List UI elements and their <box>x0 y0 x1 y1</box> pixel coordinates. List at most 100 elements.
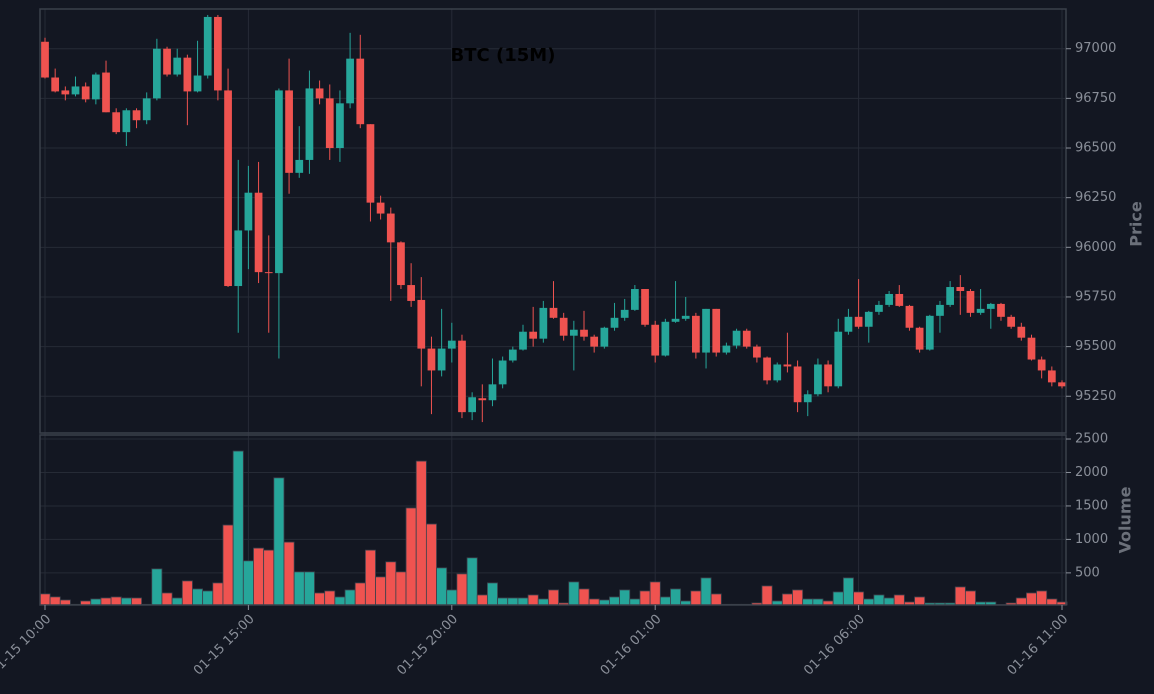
y-tick-label: 95500 <box>1075 339 1116 354</box>
candle-body <box>854 316 863 327</box>
candle-body <box>651 324 660 356</box>
candle-body <box>417 299 426 349</box>
y-tick-label: 1500 <box>1075 498 1108 513</box>
volume-bar <box>527 594 539 606</box>
volume-bar <box>578 588 590 606</box>
candle-body <box>102 72 110 113</box>
volume-bar <box>710 593 722 606</box>
candle-body <box>61 90 70 95</box>
candle-body <box>519 331 527 350</box>
volume-bar <box>303 571 315 606</box>
candle-body <box>814 364 822 395</box>
volume-bar <box>131 597 143 606</box>
candle-body <box>1037 359 1046 371</box>
candle-body <box>386 213 395 243</box>
candle-body <box>539 307 548 339</box>
volume-bar <box>436 567 448 606</box>
candle-body <box>1047 370 1056 383</box>
candle-body <box>692 315 700 353</box>
candle-body <box>264 272 273 274</box>
volume-bar <box>649 581 661 606</box>
volume-bar <box>222 524 234 606</box>
candle-body <box>986 303 995 309</box>
candle-body <box>315 88 324 99</box>
candle-body <box>702 308 710 353</box>
volume-bar <box>232 450 244 606</box>
candle-body <box>81 86 90 100</box>
volume-bar <box>375 576 387 606</box>
volume-bar <box>883 597 895 606</box>
volume-bar <box>151 568 163 606</box>
candle-body <box>834 331 843 387</box>
candle-body <box>254 192 263 273</box>
candle-body <box>824 364 832 387</box>
candle-body <box>295 159 304 173</box>
volume-bar <box>476 594 488 606</box>
candle-body <box>966 291 975 313</box>
candle-body <box>925 315 934 350</box>
candle-body <box>193 75 202 92</box>
candle-body <box>875 304 883 312</box>
volume-bar <box>415 460 427 606</box>
candle-body <box>91 74 100 100</box>
candle-body <box>569 329 578 336</box>
candle-body <box>976 308 985 313</box>
volume-bar <box>90 598 102 606</box>
volume-bar <box>609 596 621 606</box>
candle-body <box>549 307 558 318</box>
candle-body <box>51 77 60 92</box>
volume-bar <box>598 599 610 606</box>
candle-body <box>183 57 192 92</box>
volume-bar <box>192 588 204 606</box>
y-axis-label: Price <box>1127 201 1146 247</box>
y-tick-label: 2000 <box>1075 465 1108 480</box>
candle-body <box>366 124 375 203</box>
volume-bar <box>863 598 875 606</box>
candle-body <box>41 41 49 78</box>
candle-body <box>559 317 568 336</box>
volume-bar <box>212 582 224 606</box>
volume-bar <box>853 591 865 606</box>
candle-body <box>142 98 151 121</box>
volume-bar <box>873 594 885 606</box>
volume-bar <box>364 549 376 606</box>
volume-bar <box>1046 598 1058 606</box>
volume-bar <box>161 592 173 606</box>
volume-bar <box>568 581 580 606</box>
volume-bar <box>242 560 254 606</box>
volume-bar <box>49 596 61 606</box>
volume-bar <box>334 596 346 606</box>
candle-body <box>763 357 771 381</box>
candle-body <box>1058 382 1066 387</box>
volume-bar <box>792 589 804 606</box>
candle-body <box>742 330 751 347</box>
candle-body <box>732 330 741 346</box>
y-tick-label: 95750 <box>1075 289 1116 304</box>
candle-body <box>915 327 924 350</box>
volume-bar <box>110 596 122 606</box>
volume-bar <box>537 598 549 606</box>
volume-bar <box>893 594 905 606</box>
candle-body <box>356 58 365 125</box>
candle-body <box>753 346 761 358</box>
volume-bar <box>497 597 509 606</box>
candle-body <box>437 348 446 371</box>
candle-body <box>1007 316 1016 327</box>
candle-body <box>71 86 80 95</box>
volume-bar <box>507 597 519 606</box>
candle-body <box>793 366 802 403</box>
candle-body <box>173 57 182 75</box>
candle-body <box>671 318 680 322</box>
volume-bar <box>629 598 641 606</box>
volume-bar <box>812 598 824 606</box>
candle-body <box>600 327 609 347</box>
volume-bar <box>548 589 559 606</box>
candle-body <box>224 90 232 287</box>
candle-body <box>325 98 334 149</box>
y-tick-label: 96750 <box>1075 91 1116 106</box>
candle-body <box>905 305 914 328</box>
volume-bar <box>639 590 651 606</box>
volume-bar <box>842 577 854 606</box>
volume-panel <box>39 434 1067 606</box>
volume-bar <box>619 589 631 606</box>
